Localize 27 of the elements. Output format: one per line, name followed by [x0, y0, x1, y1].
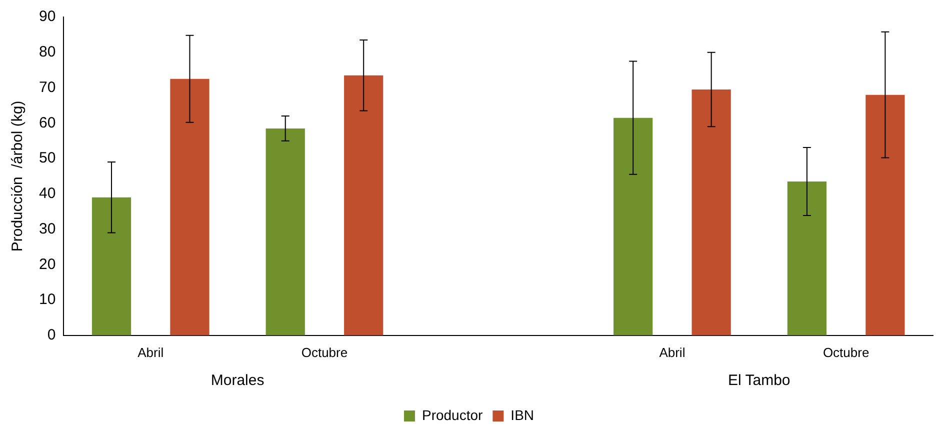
y-tick-label: 60: [38, 114, 56, 132]
x-tick-label: Abril: [138, 344, 164, 360]
bar: [344, 75, 384, 336]
y-tick-label: 20: [38, 256, 56, 273]
y-tick-label: 70: [38, 78, 56, 96]
y-tick-label: 40: [38, 185, 56, 202]
y-tick-label: 10: [38, 291, 56, 308]
bar: [92, 197, 132, 336]
y-tick-label: 80: [38, 44, 56, 61]
legend-label: Productor: [422, 406, 484, 423]
y-axis-title: Producción /árbol (kg): [9, 100, 26, 252]
text: El Tambo: [728, 372, 790, 390]
bar: [614, 118, 653, 336]
text: Morales: [210, 372, 264, 390]
bar: [266, 128, 305, 336]
bar: [787, 182, 827, 336]
y-tick-label: 50: [38, 150, 56, 167]
bar: [866, 94, 905, 336]
y-tick-label: 30: [38, 220, 56, 238]
x-tick-label: Abril: [659, 344, 686, 360]
bar: [692, 90, 731, 336]
x-tick-label: Octubre: [822, 344, 870, 360]
y-tick-label: 0: [47, 326, 56, 344]
legend-label: IBN: [510, 406, 534, 423]
bar: [170, 78, 210, 336]
x-tick-label: Octubre: [301, 344, 348, 360]
y-tick-label: 90: [38, 8, 56, 26]
